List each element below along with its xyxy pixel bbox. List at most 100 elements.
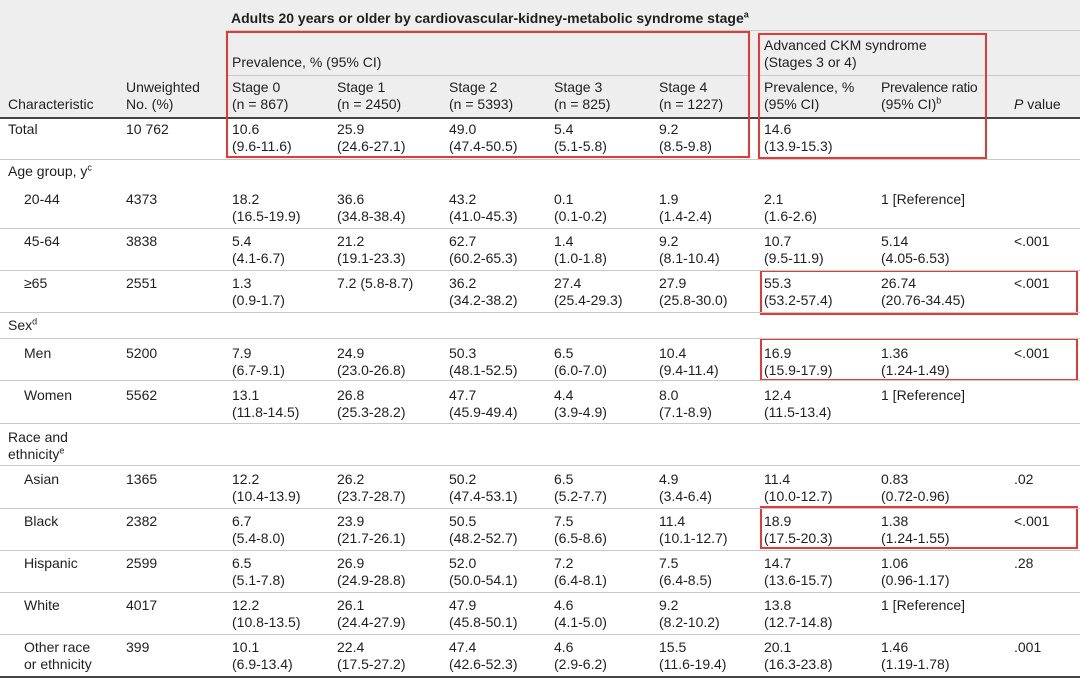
advanced-ckm-header-line1: Advanced CKM syndrome xyxy=(764,37,927,53)
advanced-prevalence-value: 20.1 xyxy=(764,639,792,655)
stage2-value: 62.7 xyxy=(449,233,477,249)
prevalence-group-header: Prevalence, % (95% CI) xyxy=(232,54,382,70)
prevalence-ratio-ci: (0.72-0.96) xyxy=(881,488,950,504)
stage4-value: 10.4 xyxy=(659,345,687,361)
stage2-ci: (42.6-52.3) xyxy=(449,656,518,672)
col-stage0-l2: (n = 867) xyxy=(232,96,289,112)
stage2-ci: (48.2-52.7) xyxy=(449,530,518,546)
total-stage0-ci: (9.6-11.6) xyxy=(232,138,292,154)
col-stage3-l1: Stage 3 xyxy=(554,79,603,95)
stage4-ci: (8.1-10.4) xyxy=(659,250,720,266)
col-ratio-l2: (95% CI)b xyxy=(881,96,941,113)
advanced-prevalence-value: 10.7 xyxy=(764,233,792,249)
total-stage1-value: 25.9 xyxy=(337,121,365,137)
row-divider xyxy=(0,550,1080,551)
stage4-ci: (1.4-2.4) xyxy=(659,208,712,224)
prevalence-group-rule xyxy=(226,75,748,76)
stage1-value: 22.4 xyxy=(337,639,365,655)
row-divider xyxy=(0,338,1080,339)
row-label: Black xyxy=(24,513,59,529)
total-stage3-ci: (5.1-5.8) xyxy=(554,138,607,154)
stage2-value: 43.2 xyxy=(449,191,477,207)
row-label: ≥65 xyxy=(24,275,48,291)
col-stage4-l2: (n = 1227) xyxy=(659,96,724,112)
stage3-ci: (3.9-4.9) xyxy=(554,404,607,420)
row-unweighted-n: 2551 xyxy=(126,275,158,291)
advanced-prevalence-ci: (9.5-11.9) xyxy=(764,250,824,266)
col-prevalence-l1: Prevalence, % xyxy=(764,79,855,95)
prevalence-ratio-ci: (20.76-34.45) xyxy=(881,292,966,308)
stage4-ci: (10.1-12.7) xyxy=(659,530,728,546)
advanced-prevalence-value: 12.4 xyxy=(764,387,792,403)
row-divider xyxy=(0,508,1080,509)
stage3-value: 1.4 xyxy=(554,233,574,249)
row-divider xyxy=(0,270,1080,271)
prevalence-ratio-value: 1 [Reference] xyxy=(881,597,966,613)
stage0-value: 6.7 xyxy=(232,513,252,529)
stage1-ci: (25.3-28.2) xyxy=(337,404,406,420)
row-divider xyxy=(0,423,1080,424)
advanced-prevalence-ci: (13.6-15.7) xyxy=(764,572,833,588)
stage2-ci: (45.8-50.1) xyxy=(449,614,518,630)
prevalence-ratio-value: 1 [Reference] xyxy=(881,191,966,207)
stage0-value: 5.4 xyxy=(232,233,252,249)
stage2-value: 47.7 xyxy=(449,387,477,403)
total-stage2-value: 49.0 xyxy=(449,121,477,137)
row-p-value: <.001 xyxy=(1014,513,1050,529)
stage4-ci: (3.4-6.4) xyxy=(659,488,712,504)
stage0-value: 10.1 xyxy=(232,639,260,655)
stage3-value: 7.5 xyxy=(554,513,574,529)
stage3-value: 7.2 xyxy=(554,555,574,571)
stage0-ci: (6.7-9.1) xyxy=(232,362,285,378)
row-label: Hispanic xyxy=(24,555,78,571)
prevalence-ratio-ci: (1.24-1.55) xyxy=(881,530,950,546)
stage1-ci: (24.4-27.9) xyxy=(337,614,406,630)
stage2-value: 47.9 xyxy=(449,597,477,613)
stage4-value: 9.2 xyxy=(659,233,679,249)
stage0-ci: (5.1-7.8) xyxy=(232,572,285,588)
advanced-prevalence-value: 13.8 xyxy=(764,597,792,613)
advanced-prevalence-value: 55.3 xyxy=(764,275,792,291)
highlight-advanced-ckm-total xyxy=(758,33,987,159)
stage4-value: 15.5 xyxy=(659,639,687,655)
stage3-value: 27.4 xyxy=(554,275,582,291)
advanced-prevalence-ci: (1.6-2.6) xyxy=(764,208,817,224)
row-divider xyxy=(0,380,1080,381)
section-sex-label: Sex xyxy=(8,317,33,333)
stage2-value: 50.3 xyxy=(449,345,477,361)
row-label: Other race xyxy=(24,639,91,655)
stage0-ci: (4.1-6.7) xyxy=(232,250,285,266)
stage3-ci: (25.4-29.3) xyxy=(554,292,623,308)
section-age-footnote: c xyxy=(87,162,92,173)
stage3-ci: (1.0-1.8) xyxy=(554,250,607,266)
col-unweighted-l2: No. (%) xyxy=(126,96,174,112)
highlight-stage-prevalence-total xyxy=(226,31,750,158)
prevalence-ratio-value: 0.83 xyxy=(881,471,909,487)
col-ratio-l2-text: (95% CI) xyxy=(881,96,937,112)
col-pvalue: P value xyxy=(1014,96,1061,113)
stage4-ci: (6.4-8.5) xyxy=(659,572,712,588)
row-p-value: .28 xyxy=(1014,555,1034,571)
advanced-ckm-rule xyxy=(760,75,1080,76)
prevalence-ratio-value: 1.06 xyxy=(881,555,909,571)
total-stage1-ci: (24.6-27.1) xyxy=(337,138,406,154)
stage2-value: 50.2 xyxy=(449,471,477,487)
section-race-footnote: e xyxy=(59,445,65,456)
total-label: Total xyxy=(8,121,38,137)
prevalence-ratio-ci: (1.19-1.78) xyxy=(881,656,950,672)
advanced-prevalence-ci: (15.9-17.9) xyxy=(764,362,833,378)
stage2-ci: (48.1-52.5) xyxy=(449,362,518,378)
advanced-prevalence-value: 18.9 xyxy=(764,513,792,529)
stage3-value: 6.5 xyxy=(554,471,574,487)
prevalence-ratio-ci: (0.96-1.17) xyxy=(881,572,950,588)
total-stage2-ci: (47.4-50.5) xyxy=(449,138,518,154)
col-pvalue-rest: value xyxy=(1023,96,1061,112)
row-divider xyxy=(0,592,1080,593)
stage3-value: 6.5 xyxy=(554,345,574,361)
total-stage4-value: 9.2 xyxy=(659,121,679,137)
stage2-ci: (47.4-53.1) xyxy=(449,488,518,504)
stage0-ci: (10.8-13.5) xyxy=(232,614,301,630)
prevalence-ratio-value: 26.74 xyxy=(881,275,917,291)
advanced-prevalence-ci: (17.5-20.3) xyxy=(764,530,833,546)
col-stage2-l2: (n = 5393) xyxy=(449,96,514,112)
